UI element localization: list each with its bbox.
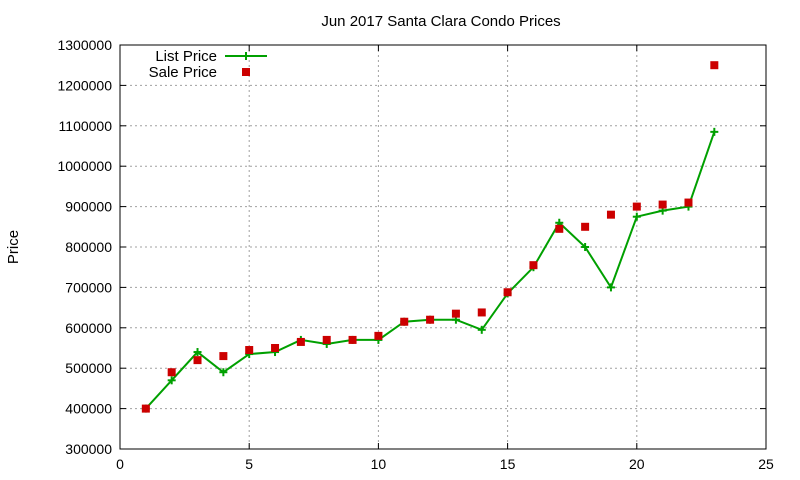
sale-price-point xyxy=(271,344,280,352)
list-price-line xyxy=(145,131,716,410)
sale-price-point xyxy=(658,200,667,209)
y-tick-label: 800000 xyxy=(65,239,112,255)
list-price-point xyxy=(710,127,719,136)
list-price-point xyxy=(167,376,176,385)
sale-price-point xyxy=(322,335,331,344)
sale-price-point xyxy=(193,356,202,365)
grid xyxy=(120,45,766,449)
sale-price-point xyxy=(451,309,460,318)
sale-price-point xyxy=(529,261,538,270)
x-tick-label: 5 xyxy=(245,456,253,472)
y-tick-label: 1200000 xyxy=(57,77,112,93)
y-tick-label: 1300000 xyxy=(57,37,112,53)
y-tick-label: 500000 xyxy=(65,360,112,376)
sale-price-point xyxy=(710,61,719,70)
sale-price-point xyxy=(400,317,409,326)
sale-price-point xyxy=(555,224,564,233)
sale-price-point xyxy=(606,210,615,219)
legend-label-sale-price: Sale Price xyxy=(149,64,217,81)
list-price-point xyxy=(632,212,641,221)
series-layer xyxy=(141,61,719,413)
y-axis-label: Price xyxy=(5,230,22,264)
y-tick-label: 700000 xyxy=(65,279,112,295)
x-tick-label: 20 xyxy=(629,456,645,472)
x-tick-label: 25 xyxy=(758,456,774,472)
axis-ticks: 300000 400000 500000 600000 700000 800000 9000… xyxy=(57,37,774,472)
x-tick-label: 0 xyxy=(116,456,124,472)
y-tick-label: 1000000 xyxy=(57,158,112,174)
list-price-point xyxy=(219,368,228,377)
x-tick-label: 10 xyxy=(371,456,387,472)
y-tick-label: 900000 xyxy=(65,199,112,215)
legend-marker-sale-price xyxy=(242,68,250,76)
list-price-point xyxy=(606,283,615,292)
sale-price-point xyxy=(632,202,641,211)
sale-price-point xyxy=(503,288,512,297)
chart-title: Jun 2017 Santa Clara Condo Prices xyxy=(321,13,560,30)
y-tick-label: 400000 xyxy=(65,401,112,417)
sale-price-point xyxy=(245,346,254,355)
x-tick-label: 15 xyxy=(500,456,516,472)
list-price-point xyxy=(477,325,486,334)
y-tick-label: 600000 xyxy=(65,320,112,336)
sale-price-point xyxy=(477,308,486,317)
sale-price-point xyxy=(426,315,435,324)
legend-label-list-price: List Price xyxy=(155,48,217,65)
y-tick-label: 1100000 xyxy=(59,118,113,134)
legend-marker-list-price xyxy=(242,52,250,60)
sale-price-point xyxy=(581,222,590,231)
y-tick-label: 300000 xyxy=(65,441,112,457)
list-price-point xyxy=(581,243,590,251)
sale-price-point xyxy=(219,352,228,361)
sale-price-point xyxy=(141,404,150,413)
list-price-point xyxy=(193,348,202,357)
sale-price-point xyxy=(684,198,693,207)
sale-price-point xyxy=(348,335,357,344)
sale-price-point xyxy=(374,331,383,340)
sale-price-point xyxy=(167,368,176,377)
sale-price-point xyxy=(296,337,305,346)
